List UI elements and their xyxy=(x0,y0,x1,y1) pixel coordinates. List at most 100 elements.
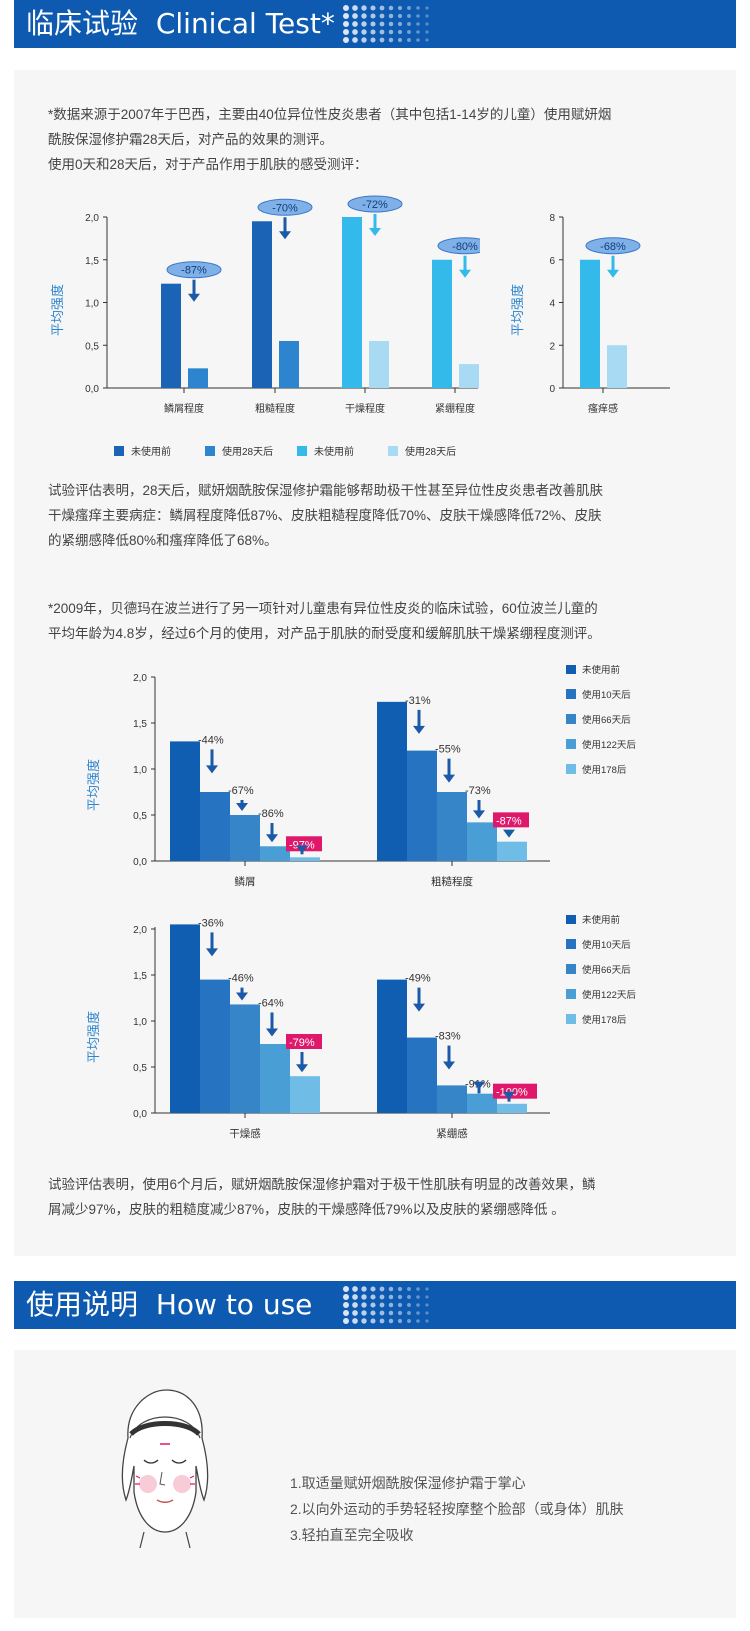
y-tick-label: 1,0 xyxy=(133,1017,147,1028)
reduction-label: -97% xyxy=(289,839,315,851)
reduction-label: -46% xyxy=(228,973,254,985)
bar-after-use xyxy=(497,841,527,861)
how-to-use-banner: 使用说明 How to use xyxy=(14,1281,736,1329)
decor-dot xyxy=(343,21,349,27)
highlight-badge xyxy=(286,836,322,852)
decor-dot xyxy=(379,5,385,11)
reduction-label: -67% xyxy=(228,785,254,797)
legend-label: 使用28天后 xyxy=(405,445,456,458)
reduction-label: -86% xyxy=(258,808,284,820)
legend-swatch xyxy=(566,915,576,924)
legend-swatch xyxy=(566,989,576,999)
y-tick-label: 1,0 xyxy=(133,765,147,776)
x-category-label: 粗糙程度 xyxy=(431,875,473,888)
decor-dot xyxy=(379,37,385,43)
result-paragraph-1: 试验评估表明，28天后，赋妍烟酰胺保湿修护霜能够帮助极干性甚至异位性皮炎患者改善… xyxy=(48,483,604,548)
y-tick-label: 0 xyxy=(549,384,555,395)
usage-step: 2.以向外运动的手势轻轻按摩整个脸部（或身体）肌肤 xyxy=(290,1501,624,1517)
y-tick-label: 1,5 xyxy=(133,719,147,730)
dots-decoration xyxy=(343,1286,429,1324)
bar-after-use xyxy=(467,822,497,861)
bar-after-use xyxy=(230,815,260,861)
decor-dot xyxy=(343,37,349,43)
decor-dot xyxy=(352,1310,358,1316)
decor-dot xyxy=(343,1294,349,1300)
decor-dot xyxy=(361,29,367,35)
decor-dot xyxy=(416,1319,420,1323)
bar-after-use xyxy=(290,857,320,861)
decor-dot xyxy=(407,1303,411,1307)
y-tick-label: 4 xyxy=(549,299,555,310)
decor-dot xyxy=(425,1311,429,1315)
y-tick-label: 0,5 xyxy=(133,811,147,822)
decor-dot xyxy=(416,1295,420,1299)
legend-label: 使用66天后 xyxy=(582,714,631,726)
legend-swatch xyxy=(566,714,576,724)
y-tick-label: 2 xyxy=(549,341,555,352)
reduction-badge xyxy=(437,237,480,255)
decor-dot xyxy=(397,13,403,19)
decor-dot xyxy=(425,1303,429,1307)
legend-label: 使用10天后 xyxy=(582,689,631,701)
decor-dot xyxy=(352,1286,358,1292)
y-tick-label: 0,0 xyxy=(133,857,147,868)
decor-dot xyxy=(388,37,394,43)
legend-swatch xyxy=(566,1014,576,1024)
bar-after-use xyxy=(260,846,290,861)
arrow-head xyxy=(236,803,248,811)
decor-dot xyxy=(370,29,376,35)
decor-dot xyxy=(352,29,358,35)
x-category-label: 紧绷程度 xyxy=(435,402,475,415)
decor-dot xyxy=(379,29,385,35)
chart-2009-scales-roughness: 平均强度 0,0 0,5 1,0 1,5 2,0 鳞屑 -44% -67% -86% -97% 粗… xyxy=(86,665,636,888)
decor-dot xyxy=(425,1319,429,1323)
decor-dot xyxy=(407,6,411,10)
decor-dot xyxy=(397,1302,403,1308)
decor-dot xyxy=(425,30,429,34)
y-axis-label: 平均强度 xyxy=(86,1011,101,1063)
chart-2009-dryness-tightness: 平均强度 0,0 0,5 1,0 1,5 2,0 干燥感 -36% -46% -64% -79%… xyxy=(86,915,636,1140)
y-tick-label: 2,0 xyxy=(133,673,147,684)
y-tick-label: 6 xyxy=(549,256,555,267)
legend-swatch xyxy=(566,964,576,974)
legend-2007: 未使用前 使用28天后 未使用前 使用28天后 xyxy=(114,445,456,458)
x-category-label: 干燥感 xyxy=(229,1127,261,1140)
y-tick-label: 0,0 xyxy=(85,384,99,395)
reduction-badge xyxy=(166,261,222,279)
decor-dot xyxy=(397,37,403,43)
decor-dot xyxy=(416,1287,420,1291)
decor-dot xyxy=(379,1302,385,1308)
decor-dot xyxy=(361,1294,367,1300)
legend-label: 未使用前 xyxy=(582,665,620,676)
legend-label: 使用178后 xyxy=(582,764,627,776)
decor-dot xyxy=(361,1302,367,1308)
legend-swatch xyxy=(566,739,576,749)
arrow-head xyxy=(443,1061,455,1070)
decor-dot xyxy=(343,1318,349,1324)
decor-dot xyxy=(370,1286,376,1292)
decor-dot xyxy=(416,30,420,34)
decor-dot xyxy=(379,1310,385,1316)
chart-2007-itching: 平均强度 0 2 4 6 8 瘙痒感 -68% xyxy=(510,213,670,415)
arrow-head xyxy=(296,845,308,854)
decor-dot xyxy=(361,5,367,11)
decor-dot xyxy=(370,1302,376,1308)
decor-dot xyxy=(370,1310,376,1316)
legend-label: 未使用前 xyxy=(314,445,354,458)
result-paragraph-2: 试验评估表明，使用6个月后，赋妍烟酰胺保湿修护霜对于极干性肌肤有明显的改善效果，… xyxy=(48,1177,596,1217)
bar-before xyxy=(580,259,600,388)
intro-paragraph-2: *2009年，贝德玛在波兰进行了另一项针对儿童患有异位性皮炎的临床试验，60位波… xyxy=(48,601,601,641)
bar-after-use xyxy=(230,1004,260,1113)
x-category-label: 鳞屑 xyxy=(235,875,256,888)
reduction-label: -87% xyxy=(496,815,522,827)
arrow-head xyxy=(369,228,381,236)
decor-dot xyxy=(361,1286,367,1292)
y-tick-label: 0,0 xyxy=(133,1109,147,1120)
decor-dot xyxy=(352,1294,358,1300)
reduction-label: -73% xyxy=(465,785,491,797)
arrow-head xyxy=(473,810,485,819)
usage-steps: 1.取适量赋妍烟酰胺保湿修护霜于掌心 2.以向外运动的手势轻轻按摩整个脸部（或身… xyxy=(290,1470,624,1548)
reduction-label: -55% xyxy=(435,744,461,756)
decor-dot xyxy=(388,1302,394,1308)
x-category-label: 干燥程度 xyxy=(345,402,385,415)
